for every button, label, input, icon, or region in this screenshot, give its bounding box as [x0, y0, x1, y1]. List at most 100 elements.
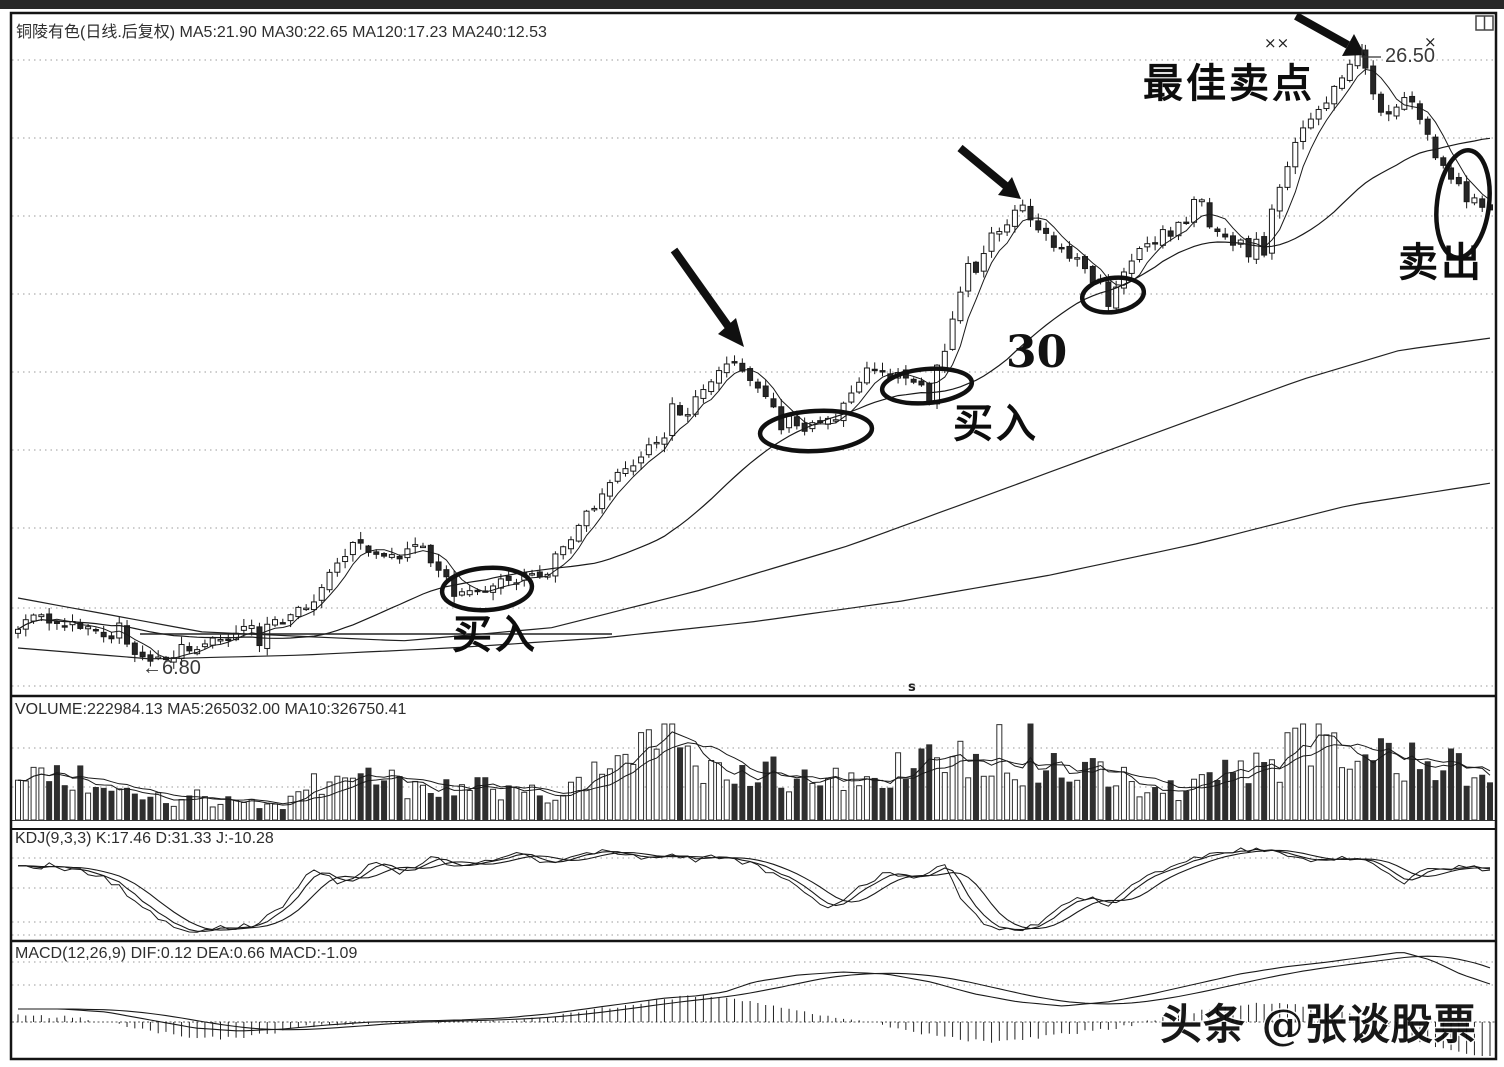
candle-body: [435, 561, 442, 571]
volume-bar: [669, 723, 676, 821]
candle-body: [871, 368, 878, 372]
candle-body: [1284, 166, 1291, 188]
candle-body: [240, 625, 247, 631]
candle-body: [1300, 127, 1307, 142]
candle-body: [1268, 208, 1275, 254]
volume-bar: [505, 785, 512, 821]
candle-body: [217, 639, 224, 642]
volume-bar: [124, 787, 131, 821]
volume-bar: [147, 796, 154, 821]
volume-bar: [1440, 770, 1447, 821]
volume-pane-series: [15, 723, 1493, 821]
candle-body: [1323, 102, 1330, 110]
volume-bar: [591, 761, 598, 821]
candle-body: [116, 622, 123, 639]
candle-body: [310, 601, 317, 611]
candle-body: [1214, 228, 1221, 232]
volume-pane-header: VOLUME:222984.13 MA5:265032.00 MA10:3267…: [15, 701, 406, 718]
macd-pane-header: MACD(12,26,9) DIF:0.12 DEA:0.66 MACD:-1.…: [15, 945, 357, 962]
volume-bar: [248, 798, 255, 821]
volume-bar: [575, 776, 582, 821]
volume-bar: [108, 790, 115, 821]
volume-bar: [863, 776, 870, 821]
volume-bar: [1183, 790, 1190, 821]
volume-bar: [92, 787, 99, 821]
candle-body: [1362, 49, 1369, 69]
candle-body: [552, 553, 559, 577]
volume-bar: [754, 782, 761, 821]
candle-body: [404, 548, 411, 559]
volume-bar: [1011, 779, 1018, 821]
candle-body: [1292, 141, 1299, 168]
low-price-label: ←6.80: [142, 657, 201, 679]
volume-bar: [809, 782, 816, 821]
candle-body: [1346, 63, 1353, 81]
candle-body: [1082, 256, 1089, 270]
candle-body: [349, 541, 356, 556]
volume-bar: [1152, 787, 1159, 821]
volume-bar: [412, 780, 419, 821]
volume-bar: [988, 775, 995, 821]
volume-bar: [77, 765, 84, 821]
candle-body: [1191, 198, 1198, 223]
volume-bar: [396, 776, 403, 821]
volume-bar: [567, 781, 574, 821]
top-strip: [0, 0, 1504, 9]
candle-body: [988, 232, 995, 252]
volume-bar: [357, 773, 364, 821]
volume-bar: [972, 753, 979, 821]
volume-bar: [240, 801, 247, 821]
candle-body: [1222, 233, 1229, 238]
candle-body: [1128, 260, 1135, 274]
candle-body: [575, 524, 582, 542]
volume-bar: [295, 791, 302, 821]
candle-body: [980, 253, 987, 272]
candle-body: [677, 405, 684, 416]
volume-bar: [677, 747, 684, 821]
candle-body: [505, 575, 512, 581]
window-restore-icon[interactable]: [1475, 15, 1494, 31]
volume-bar: [466, 789, 473, 821]
volume-bar: [778, 787, 785, 821]
volume-bar: [840, 789, 847, 821]
volume-bar: [638, 732, 645, 821]
volume-bar: [427, 793, 434, 821]
volume-bar: [1331, 732, 1338, 821]
volume-bar: [786, 791, 793, 821]
volume-bar: [381, 780, 388, 821]
candle-body: [326, 571, 333, 591]
candle-body: [638, 456, 645, 464]
volume-bar: [194, 789, 201, 821]
candle-body: [715, 370, 722, 384]
volume-bar: [1105, 786, 1112, 821]
volume-bar: [1159, 792, 1166, 821]
volume-bar: [708, 760, 715, 821]
volume-bar: [1027, 723, 1034, 821]
volume-bar: [1284, 732, 1291, 821]
candle-body: [1393, 106, 1400, 117]
kdj-d-line: [18, 849, 1491, 931]
candle-body: [1136, 248, 1143, 261]
volume-bar: [209, 806, 216, 821]
volume-bar: [653, 748, 660, 821]
candle-body: [567, 539, 574, 550]
candle-body: [1245, 237, 1252, 258]
pullback-circle-2: [757, 408, 875, 454]
volume-bar: [1066, 781, 1073, 821]
main-pane-header: 铜陵有色(日线.后复权) MA5:21.90 MA30:22.65 MA120:…: [16, 23, 547, 41]
buy-circle-3: [879, 366, 975, 406]
macd-dif-line: [18, 952, 1491, 1032]
candle-body: [1113, 286, 1120, 309]
cross-mark: ×: [1424, 33, 1437, 51]
volume-bar: [388, 769, 395, 821]
volume-bar: [287, 795, 294, 821]
volume-bar: [723, 779, 730, 821]
candle-body: [38, 614, 45, 618]
candle-body: [1089, 265, 1096, 284]
candle-body: [1440, 157, 1447, 166]
volume-bar: [443, 779, 450, 821]
volume-bar: [264, 803, 271, 821]
candle-body: [100, 631, 107, 638]
candle-body: [1159, 229, 1166, 246]
